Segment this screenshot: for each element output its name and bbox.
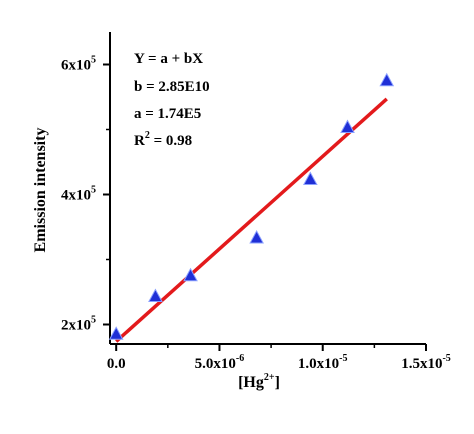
data-point xyxy=(183,267,198,282)
x-tick-label: 0.0 xyxy=(107,356,126,372)
data-point xyxy=(340,119,355,134)
tick-labels: 2x105 4x105 6x105 0.0 5.0x10-6 1.0x10-5 1.5x10… xyxy=(61,55,451,373)
annotation-a: a = 1.74E5 xyxy=(134,106,201,122)
y-tick-label: 6x105 xyxy=(61,55,96,74)
data-point xyxy=(303,171,318,186)
fit-annotation: Y = a + bX b = 2.85E10 a = 1.74E5 R2 = 0… xyxy=(134,51,210,149)
annotation-r2-sup: 2 xyxy=(145,130,150,141)
x-tick-label: 1.5x10-5 xyxy=(401,353,451,372)
data-points xyxy=(108,72,395,340)
y-tick-label: 2x105 xyxy=(61,315,96,334)
x-axis-label-end: ] xyxy=(275,374,280,391)
data-point xyxy=(249,230,264,244)
annotation-equation: Y = a + bX xyxy=(134,51,203,67)
annotation-r2: R2 = 0.98 xyxy=(134,130,192,149)
data-point xyxy=(108,326,124,340)
annotation-b: b = 2.85E10 xyxy=(134,79,210,95)
data-point xyxy=(148,288,163,303)
x-axis-label-sup: 2+ xyxy=(264,372,275,383)
x-axis-label: [Hg2+] xyxy=(238,372,280,391)
plot-frame xyxy=(109,32,426,345)
x-tick-label: 1.0x10-5 xyxy=(298,353,348,372)
y-axis-label: Emission intensity xyxy=(32,128,49,253)
data-point xyxy=(379,72,395,87)
x-tick-label: 5.0x10-6 xyxy=(195,353,245,372)
annotation-r2-base: R xyxy=(134,133,145,149)
x-axis-label-base: [Hg xyxy=(238,374,264,391)
y-tick-label: 4x105 xyxy=(61,185,96,204)
axis-ticks xyxy=(103,63,427,351)
annotation-r2-end: = 0.98 xyxy=(150,133,192,149)
